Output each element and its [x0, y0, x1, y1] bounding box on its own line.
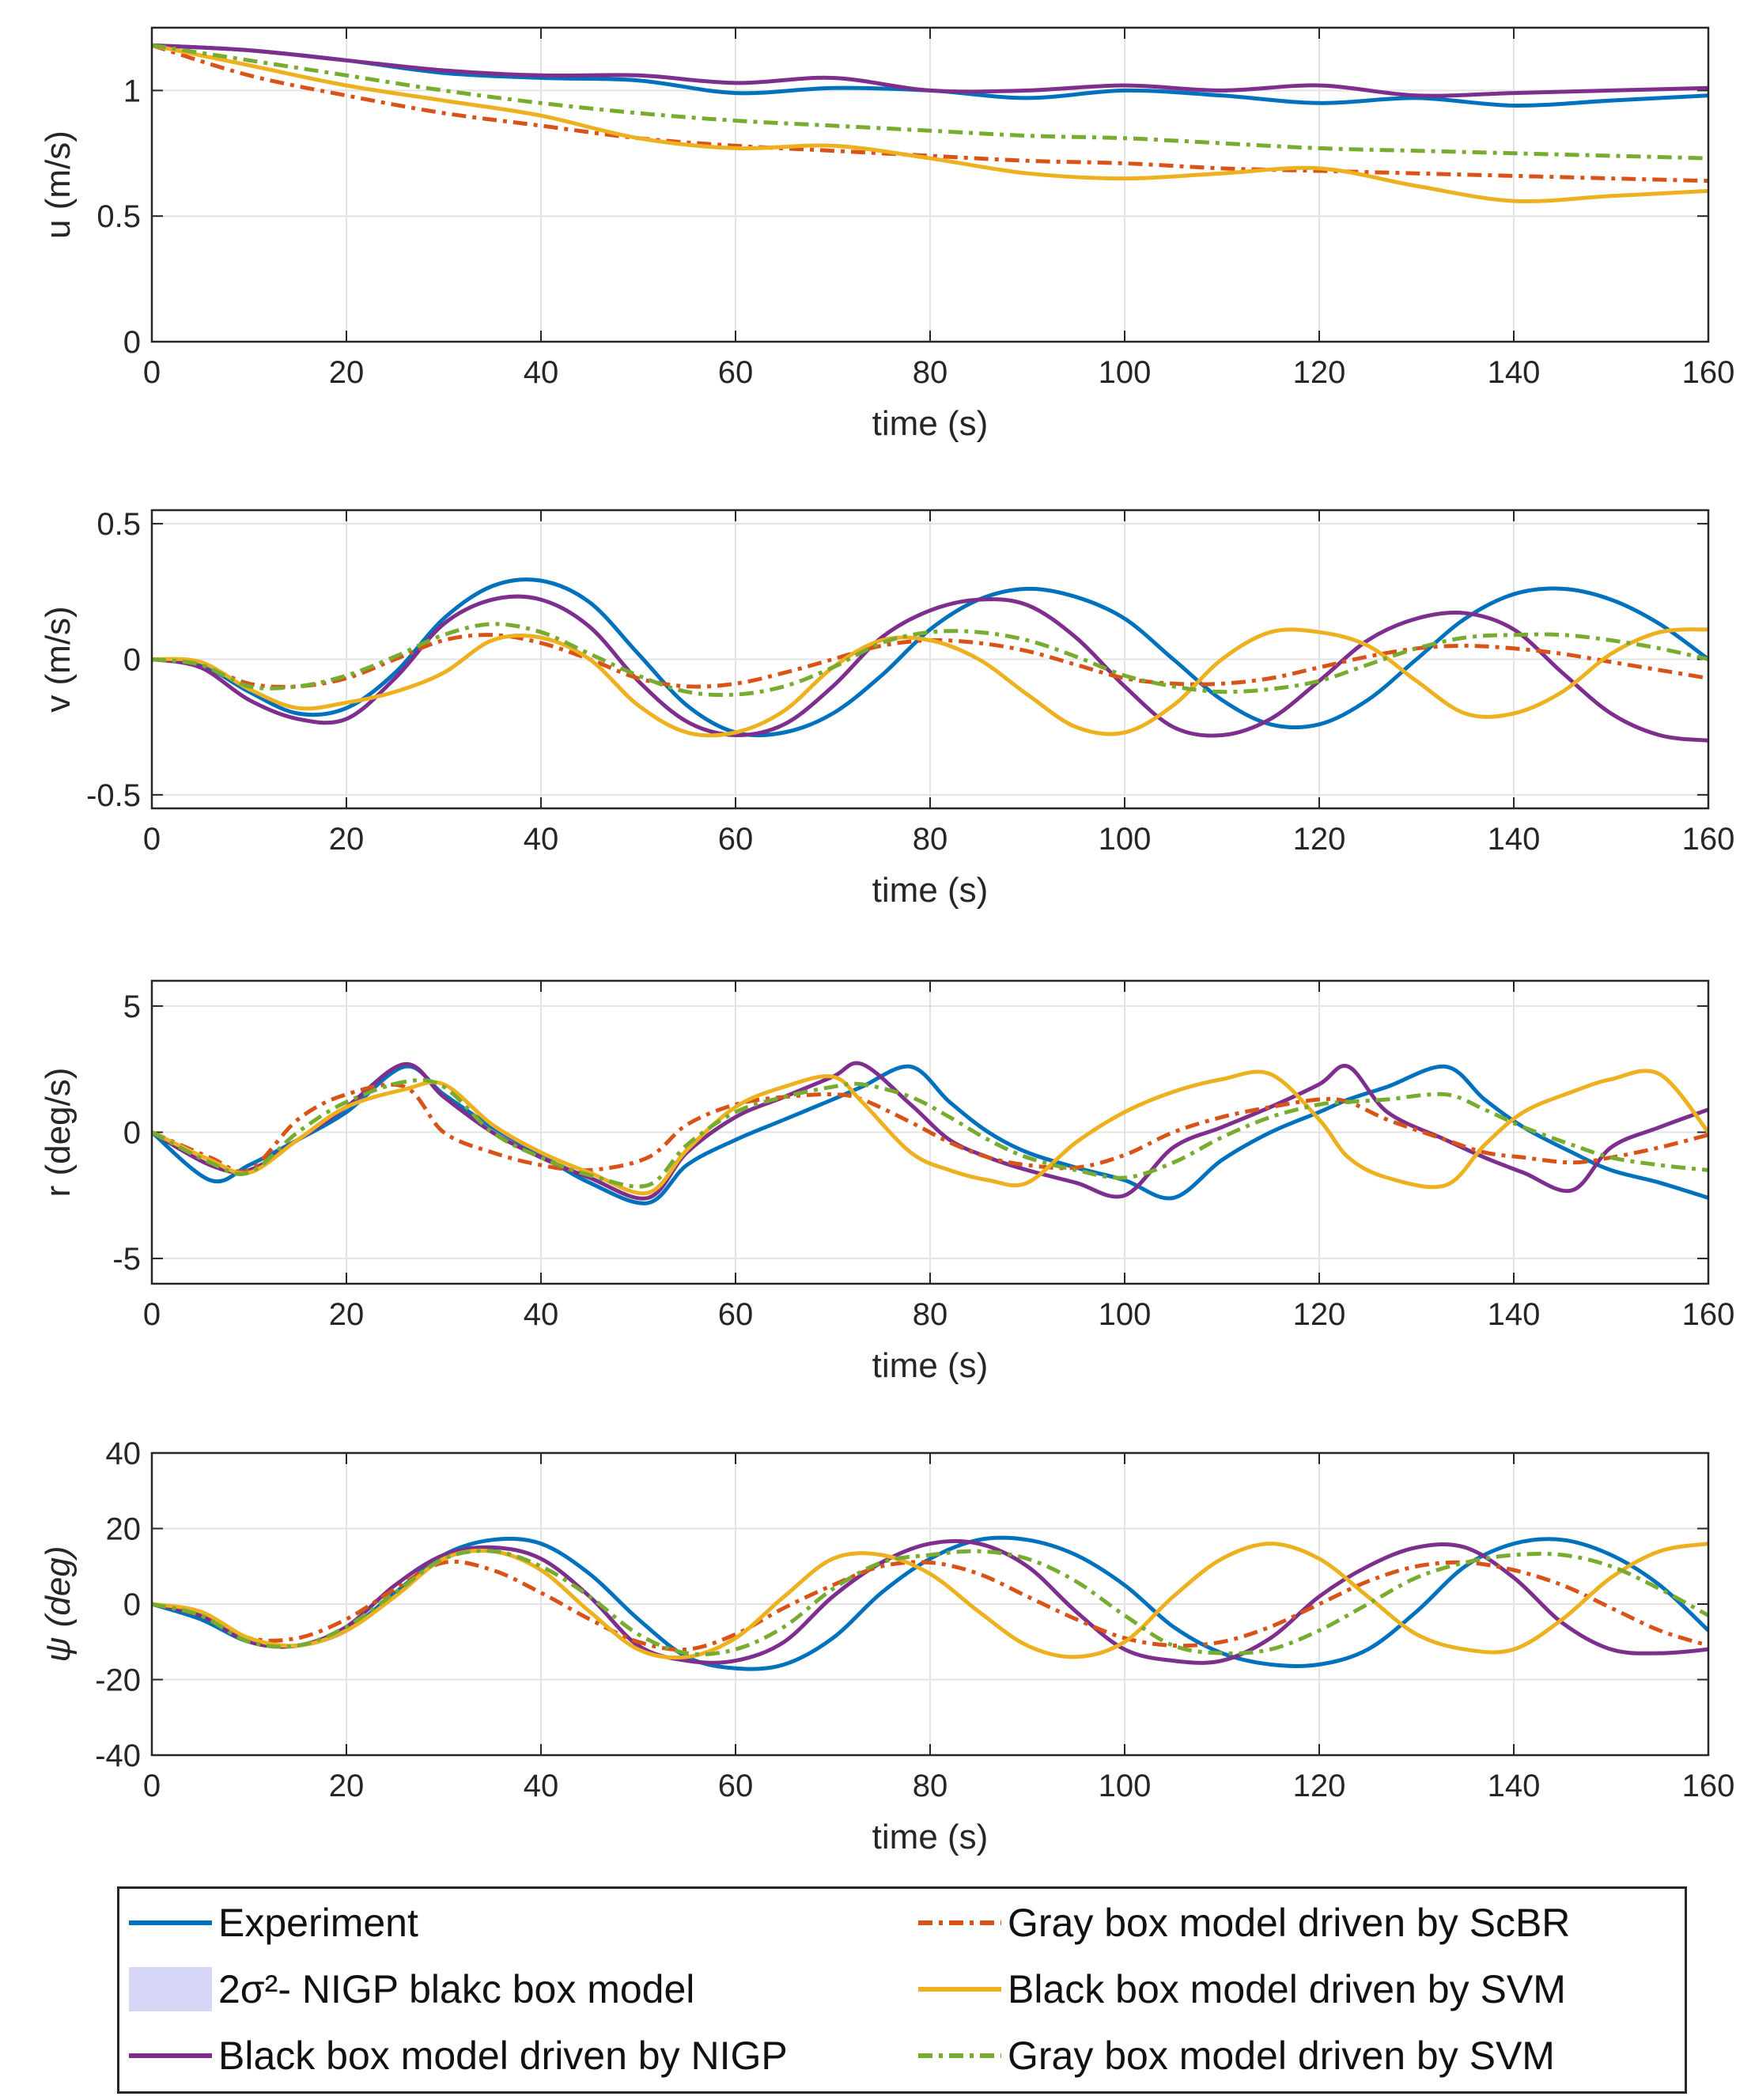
- y-axis-label: r (deg/s): [39, 1068, 78, 1198]
- axes-frame: [150, 979, 1710, 1285]
- x-tick-label: 60: [718, 1297, 754, 1332]
- series-line-black-box-model-driven-by-svm: [152, 43, 1708, 204]
- x-tick-label: 20: [329, 822, 365, 857]
- x-tick-label: 60: [718, 1769, 754, 1803]
- x-tick-label: 80: [913, 355, 948, 390]
- legend-label: Gray box model driven by ScBR: [1008, 1901, 1571, 1945]
- x-tick-label: 80: [913, 1769, 948, 1803]
- series-line-gray-box-model-driven-by-scbr: [152, 43, 1708, 184]
- series-line-black-box-model-driven-by-nigp: [152, 594, 1708, 743]
- legend-item-svm-black: Black box model driven by SVM: [918, 1962, 1566, 2017]
- x-tick-label: 140: [1488, 822, 1541, 857]
- x-tick-label: 140: [1488, 355, 1541, 390]
- x-tick-label: 160: [1682, 822, 1735, 857]
- series-line-black-box-model-driven-by-nigp: [152, 1538, 1708, 1665]
- x-tick-label: 160: [1682, 355, 1735, 390]
- legend-item-svm-gray: Gray box model driven by SVM: [918, 2028, 1555, 2083]
- legend-label: Black box model driven by NIGP: [218, 2034, 788, 2078]
- y-tick-label: 0: [123, 1587, 141, 1622]
- chart-panel-psi: 0 20 40 60 80 100 120 140 160 -40 -20 0 20 40 time (s)…: [39, 1436, 1734, 1856]
- y-tick-label: 0.5: [96, 199, 141, 234]
- y-tick-label: 1: [123, 74, 141, 108]
- x-tick-label: 60: [718, 822, 754, 857]
- x-tick-label: 140: [1488, 1769, 1541, 1803]
- x-tick-label: 120: [1293, 1297, 1346, 1332]
- x-tick-label: 60: [718, 355, 754, 390]
- y-axis-label: v (m/s): [39, 606, 78, 712]
- y-tick-label: -20: [95, 1663, 141, 1698]
- y-tick-label: 0: [123, 1116, 141, 1151]
- legend-item-nigp-band: 2σ²- NIGP blakc box model: [129, 1962, 694, 2017]
- legend-line-icon: [918, 1966, 1001, 2013]
- y-tick-label: -0.5: [86, 778, 141, 813]
- chart-panel-u: 0 20 40 60 80 100 120 140 160 0 0.5 1 time (s) u (m/s…: [39, 26, 1735, 443]
- legend-label: Gray box model driven by SVM: [1008, 2034, 1555, 2078]
- x-tick-label: 0: [143, 1769, 161, 1803]
- y-tick-label: 5: [123, 989, 141, 1024]
- y-tick-label: -5: [112, 1242, 141, 1277]
- x-axis-label: time (s): [872, 1818, 989, 1856]
- series-line-gray-box-model-driven-by-svm: [152, 43, 1708, 161]
- legend-dashdot-icon: [918, 2032, 1001, 2079]
- legend-patch-icon: [129, 1966, 212, 2013]
- y-tick-label: 0: [123, 643, 141, 678]
- x-tick-label: 120: [1293, 355, 1346, 390]
- legend-label: 2σ²- NIGP blakc box model: [218, 1967, 695, 2011]
- legend-label: Black box model driven by SVM: [1008, 1967, 1566, 2011]
- legend-item-experiment: Experiment: [129, 1895, 418, 1951]
- legend-item-nigp: Black box model driven by NIGP: [129, 2028, 788, 2083]
- x-tick-label: 40: [524, 1297, 559, 1332]
- legend-line-icon: [129, 2032, 212, 2079]
- series-line-gray-box-model-driven-by-scbr: [152, 1082, 1708, 1174]
- figure: 0 20 40 60 80 100 120 140 160 0 0.5 1 time (s) u (m/s…: [39, 26, 1735, 1856]
- x-tick-label: 100: [1099, 1297, 1152, 1332]
- legend-dashdot-icon: [918, 1899, 1001, 1947]
- x-tick-label: 0: [143, 1297, 161, 1332]
- y-tick-label: -40: [95, 1739, 141, 1773]
- x-axis-label: time (s): [872, 1346, 989, 1385]
- series-line-black-box-model-driven-by-svm: [152, 1542, 1708, 1660]
- series-line-gray-box-model-driven-by-svm: [152, 1077, 1708, 1189]
- y-tick-label: 0: [123, 325, 141, 360]
- axes-frame: [150, 509, 1710, 810]
- x-tick-label: 80: [913, 1297, 948, 1332]
- legend-item-scbr: Gray box model driven by ScBR: [918, 1895, 1570, 1951]
- legend-label: Experiment: [218, 1901, 418, 1945]
- x-axis-label: time (s): [872, 871, 989, 910]
- x-tick-label: 20: [329, 355, 365, 390]
- series-line-black-box-model-driven-by-svm: [152, 627, 1708, 738]
- y-tick-label: 20: [106, 1512, 142, 1547]
- x-tick-label: 0: [143, 355, 161, 390]
- x-tick-label: 120: [1293, 1769, 1346, 1803]
- x-tick-label: 40: [524, 822, 559, 857]
- x-tick-label: 80: [913, 822, 948, 857]
- axes-frame: [150, 1451, 1710, 1757]
- x-tick-label: 160: [1682, 1769, 1735, 1803]
- x-tick-label: 40: [524, 355, 559, 390]
- series-line-black-box-model-driven-by-nigp: [152, 43, 1708, 98]
- x-tick-label: 100: [1099, 1769, 1152, 1803]
- y-tick-label: 0.5: [96, 507, 141, 542]
- x-axis-label: time (s): [872, 404, 989, 443]
- x-tick-label: 40: [524, 1769, 559, 1803]
- series-line-gray-box-model-driven-by-svm: [152, 1549, 1708, 1656]
- legend: Experiment 2σ²- NIGP blakc box model Bla…: [117, 1886, 1687, 2094]
- series-line-experiment: [152, 577, 1708, 738]
- x-tick-label: 20: [329, 1297, 365, 1332]
- legend-line-icon: [129, 1899, 212, 1947]
- axes-frame: [150, 26, 1710, 343]
- y-axis-label: u (m/s): [39, 131, 78, 239]
- x-tick-label: 100: [1099, 822, 1152, 857]
- x-tick-label: 20: [329, 1769, 365, 1803]
- x-tick-label: 160: [1682, 1297, 1735, 1332]
- x-tick-label: 100: [1099, 355, 1152, 390]
- x-tick-label: 140: [1488, 1297, 1541, 1332]
- x-tick-label: 0: [143, 822, 161, 857]
- series-line-gray-box-model-driven-by-svm: [152, 622, 1708, 698]
- x-tick-label: 120: [1293, 822, 1346, 857]
- y-tick-label: 40: [106, 1436, 142, 1471]
- y-axis-label: ψ (deg): [39, 1546, 78, 1663]
